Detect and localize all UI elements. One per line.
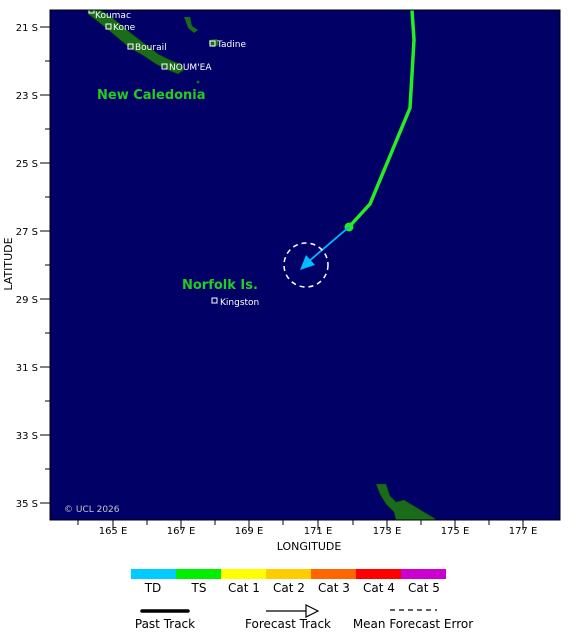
legend-label-cat2: Cat 2: [273, 581, 305, 595]
kingston-marker: [211, 297, 218, 304]
legend-label-cat4: Cat 4: [363, 581, 395, 595]
x-axis-title: LONGITUDE: [277, 540, 342, 553]
copyright-label: © UCL 2026: [64, 505, 120, 515]
longitude-ticks: [77, 520, 524, 530]
isle-dot: [196, 80, 200, 84]
noumea-marker: [161, 63, 168, 70]
noumea-label: NOUM'EA: [169, 63, 212, 73]
legend-swatch-cat5: [401, 569, 446, 579]
legend-swatch-cat1: [221, 569, 266, 579]
norfolk-label: Norfolk Is.: [182, 278, 258, 293]
lat-tick-label: 25 S: [16, 159, 38, 170]
legend-label-ts: TS: [191, 581, 207, 595]
lat-tick-label: 35 S: [16, 499, 38, 510]
past-track-legend-label: Past Track: [135, 617, 195, 631]
mean-forecast-error-circle: [283, 242, 329, 288]
y-axis-title: LATITUDE: [2, 237, 15, 290]
kone-label: Kone: [113, 23, 136, 33]
lon-tick-label: 171 E: [304, 526, 333, 537]
kone-marker: [105, 23, 112, 30]
new-caledonia-label: New Caledonia: [97, 88, 206, 103]
past-track-line: [347, 9, 416, 229]
forecast-track-line: [307, 226, 350, 263]
bourail-label: Bourail: [135, 43, 167, 53]
lon-tick-label: 175 E: [441, 526, 470, 537]
loyalty-island-north: [184, 17, 198, 33]
legend-label-cat3: Cat 3: [318, 581, 350, 595]
legend-label-cat5: Cat 5: [408, 581, 440, 595]
lat-tick-label: 23 S: [16, 91, 38, 102]
latitude-ticks: [40, 26, 50, 504]
lon-tick-label: 167 E: [167, 526, 196, 537]
bourail-marker: [127, 43, 134, 50]
forecast-track-legend-arrow: [305, 604, 320, 618]
legend-swatch-td: [131, 569, 176, 579]
tadine-marker: [209, 40, 216, 47]
lat-tick-label: 33 S: [16, 431, 38, 442]
new-zealand-land: [375, 483, 437, 521]
legend-label-td: TD: [144, 581, 162, 595]
kingston-label: Kingston: [220, 298, 259, 308]
lat-tick-label: 21 S: [16, 23, 38, 34]
mean-error-legend-label: Mean Forecast Error: [353, 617, 473, 631]
lon-tick-label: 169 E: [235, 526, 264, 537]
lon-tick-label: 165 E: [99, 526, 128, 537]
koumac-label: Koumac: [95, 11, 131, 21]
lat-tick-label: 27 S: [16, 227, 38, 238]
legend-swatch-ts: [176, 569, 221, 579]
lon-tick-label: 173 E: [373, 526, 402, 537]
tadine-label: Tadine: [216, 40, 246, 50]
forecast-track-legend-label: Forecast Track: [245, 617, 331, 631]
legend-swatch-cat3: [311, 569, 356, 579]
lat-tick-label: 31 S: [16, 363, 38, 374]
legend-swatch-cat4: [356, 569, 401, 579]
legend-label-cat1: Cat 1: [228, 581, 260, 595]
forecast-arrowhead: [300, 255, 315, 270]
legend-swatch-cat2: [266, 569, 311, 579]
lat-tick-label: 29 S: [16, 295, 38, 306]
new-caledonia-land: [87, 9, 185, 75]
lon-tick-label: 177 E: [509, 526, 538, 537]
